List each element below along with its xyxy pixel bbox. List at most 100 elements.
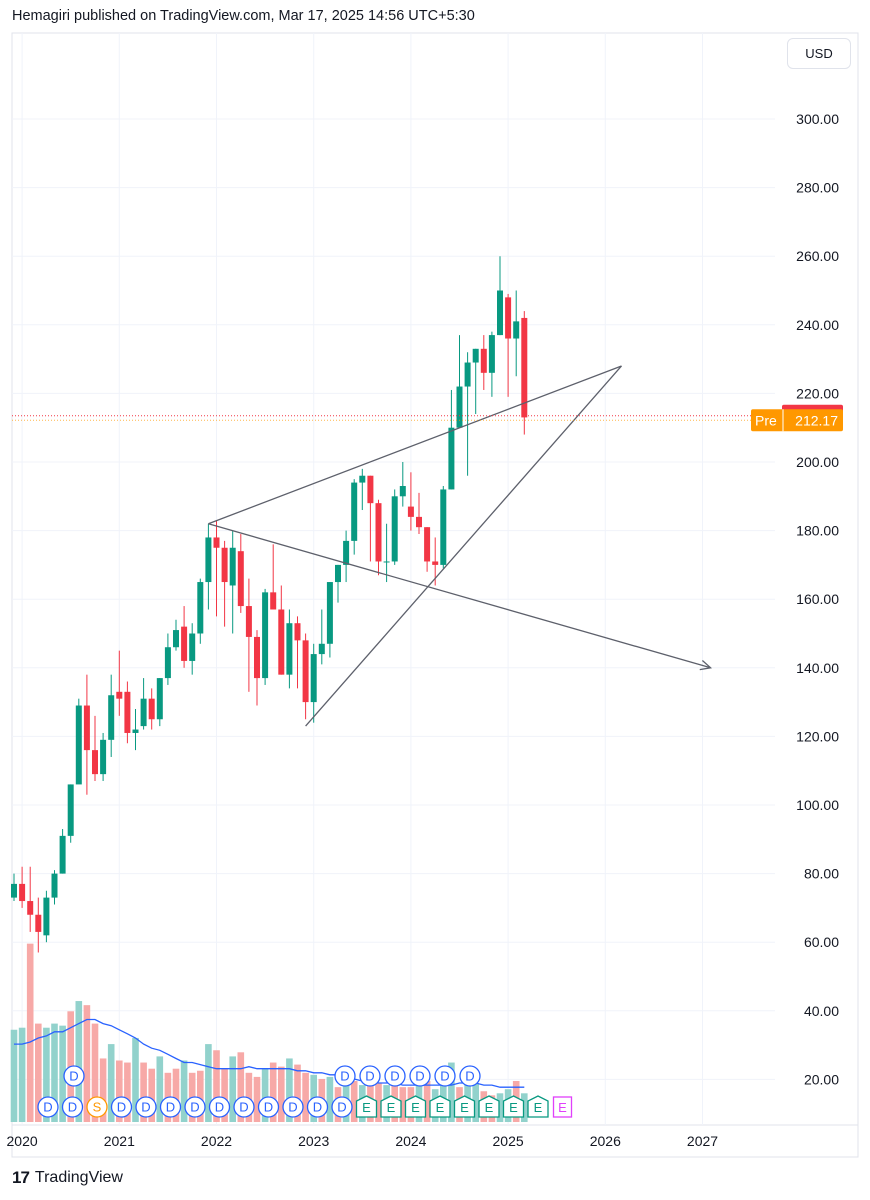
event-markers[interactable]: D D D D D D DD D S D D D D D D D D D D E E E E E E E E E (37, 1065, 573, 1118)
earnings-marker-icon (478, 1095, 500, 1118)
volume-bar (91, 1023, 99, 1122)
currency-button[interactable]: USD (787, 38, 851, 69)
volume-bar (496, 1093, 504, 1122)
candle-body (399, 486, 406, 497)
dividend-marker-icon (434, 1065, 456, 1087)
candle-body (205, 537, 212, 583)
upcoming-earnings-label: E (558, 1100, 567, 1115)
candle-body (464, 362, 471, 387)
time-tick-label: 2021 (104, 1133, 135, 1149)
volume-bar (75, 1001, 83, 1122)
volume-bar (326, 1076, 334, 1122)
volume-moving-average (14, 1018, 525, 1088)
candle-body (448, 427, 455, 490)
candle-body (116, 691, 123, 699)
volume-bar (205, 1044, 212, 1122)
candle-body (480, 348, 487, 373)
candle-body (278, 609, 285, 675)
price-tick-label: 20.00 (804, 1071, 839, 1087)
dividend-marker-icon (384, 1065, 406, 1087)
rising-lower-trendline (305, 365, 622, 727)
time-tick-label: 2024 (395, 1133, 426, 1149)
arrow-head-icon (699, 659, 713, 671)
candle-body (407, 506, 414, 517)
volume-bar (302, 1072, 309, 1122)
candle-body (189, 633, 196, 661)
brand-name: TradingView (34, 1169, 123, 1186)
trendline-drawings[interactable] (208, 365, 713, 727)
premarket-tag-prefix: Pre (755, 412, 777, 428)
time-axis[interactable]: 2020 2021 2022 2023 2024 2025 2026 2027 (7, 1133, 719, 1149)
dividend-marker-icon-label: D (239, 1100, 248, 1115)
candle-body (237, 551, 244, 607)
volume-bar (423, 1081, 431, 1122)
dividend-marker-icon-label: D (340, 1069, 349, 1084)
candle-body (213, 537, 220, 548)
price-tick-label: 40.00 (804, 1003, 839, 1019)
candle-body (92, 750, 98, 775)
price-tick-label: 260.00 (796, 248, 839, 264)
dividend-marker-icon-label: D (117, 1100, 126, 1115)
volume-bar (294, 1064, 301, 1122)
dividend-marker-icon-label: D (337, 1100, 346, 1115)
chart-grid (11, 32, 859, 1158)
dividend-marker-icon-label: D (288, 1100, 297, 1115)
volume-bar (229, 1056, 236, 1122)
candle-body (416, 516, 422, 528)
volume-histogram (10, 943, 528, 1122)
volume-bar (197, 1070, 204, 1122)
volume-bar (213, 1050, 220, 1122)
dividend-marker-icon-label: D (141, 1100, 150, 1115)
candle-body (456, 386, 463, 428)
candle-body (359, 475, 366, 483)
volume-bar (253, 1076, 261, 1122)
dividend-marker-icon (331, 1096, 353, 1118)
price-tick-label: 220.00 (796, 385, 839, 401)
premarket-price-tag (751, 409, 843, 432)
candle-body (318, 643, 325, 655)
candle-body (221, 547, 228, 583)
candle-body (124, 691, 131, 733)
candle-body (472, 348, 479, 363)
candle-body (35, 914, 42, 932)
dividend-marker-icon (135, 1096, 157, 1118)
volume-bar (172, 1068, 180, 1122)
dividend-marker-icon (184, 1096, 206, 1118)
candle-body (140, 698, 147, 727)
volume-bar (107, 1044, 115, 1122)
candle-body (391, 496, 398, 562)
candle-body (27, 901, 34, 915)
candle-body (51, 873, 58, 898)
candle-body (83, 705, 90, 751)
candle-body (132, 729, 139, 733)
dividend-marker-icon-label: D (43, 1100, 52, 1115)
candle-body (270, 592, 277, 610)
candle-body (351, 482, 358, 541)
dividend-marker-icon-label: D (166, 1100, 175, 1115)
price-tick-label: 100.00 (796, 797, 839, 813)
dividend-marker-icon-label: D (390, 1069, 399, 1084)
dividend-marker-icon-label: D (68, 1100, 77, 1115)
price-tick-label: 160.00 (796, 591, 839, 607)
time-tick-label: 2020 (7, 1133, 38, 1149)
dividend-marker-icon-label: D (190, 1100, 199, 1115)
volume-bar (221, 1068, 228, 1122)
volume-bar (237, 1052, 245, 1122)
candle-body (75, 705, 82, 785)
time-tick-label: 2022 (201, 1133, 232, 1149)
tradingview-footer[interactable]: 17 TradingView (12, 1168, 123, 1188)
dividend-marker-icon (159, 1096, 182, 1118)
time-tick-label: 2026 (590, 1133, 621, 1149)
candle-body (229, 547, 236, 586)
dividend-marker-icon-label: D (264, 1100, 273, 1115)
volume-bar (35, 1023, 42, 1122)
candle-body (262, 592, 269, 679)
tradingview-logo-icon: 17 (12, 1168, 30, 1187)
price-tick-label: 120.00 (796, 728, 839, 744)
candle-body (181, 626, 188, 661)
price-axis[interactable]: 20.00 40.00 60.00 80.00 100.00 120.00 140.00 16… (796, 111, 839, 1087)
dividend-marker-icon (233, 1096, 255, 1118)
candle-body (156, 678, 163, 720)
candle-body (148, 698, 155, 720)
